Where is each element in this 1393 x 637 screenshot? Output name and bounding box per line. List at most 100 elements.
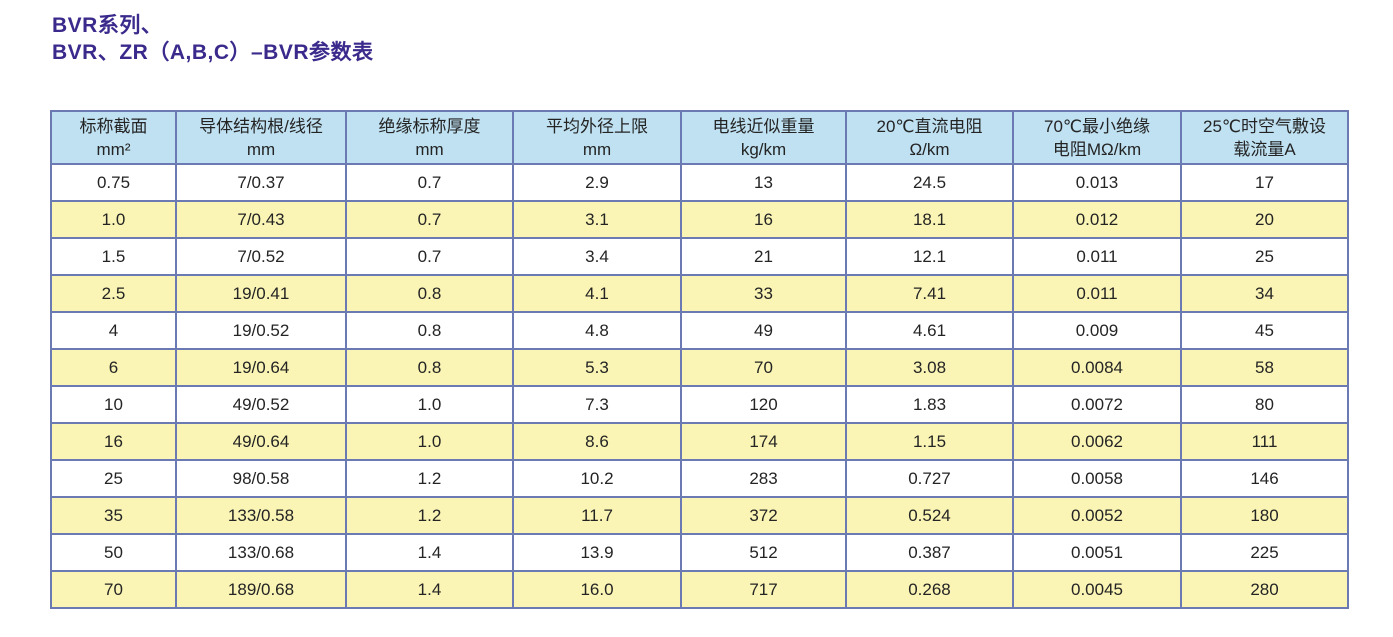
table-cell: 1.0	[345, 385, 514, 424]
table-cell: 8.6	[512, 422, 682, 461]
table-cell: 58	[1180, 348, 1349, 387]
table-cell: 1.2	[345, 496, 514, 535]
table-cell: 133/0.58	[175, 496, 347, 535]
table-cell: 1.4	[345, 533, 514, 572]
table-cell: 21	[680, 237, 847, 276]
table-cell: 7.41	[845, 274, 1014, 313]
table-cell: 0.0051	[1012, 533, 1182, 572]
table-cell: 6	[50, 348, 177, 387]
table-cell: 70	[50, 570, 177, 609]
table-cell: 11.7	[512, 496, 682, 535]
table-cell: 0.75	[50, 163, 177, 202]
table-cell: 16	[680, 200, 847, 239]
table-body: 0.75 7/0.37 0.7 2.9 13 24.5 0.013 17 1.0 7/0.43 0.…	[50, 163, 1349, 609]
table-row: 35 133/0.58 1.2 11.7 372 0.524 0.0052 180	[50, 496, 1349, 535]
table-cell: 0.0045	[1012, 570, 1182, 609]
table-cell: 280	[1180, 570, 1349, 609]
table-cell: 19/0.52	[175, 311, 347, 350]
table-cell: 146	[1180, 459, 1349, 498]
table-cell: 0.7	[345, 163, 514, 202]
table-row: 25 98/0.58 1.2 10.2 283 0.727 0.0058 146	[50, 459, 1349, 498]
table-row: 2.5 19/0.41 0.8 4.1 33 7.41 0.011 34	[50, 274, 1349, 313]
table-cell: 0.013	[1012, 163, 1182, 202]
page-title-line2: BVR、ZR（A,B,C）–BVR参数表	[52, 41, 374, 64]
table-cell: 0.387	[845, 533, 1014, 572]
table-cell: 7/0.37	[175, 163, 347, 202]
table-cell: 283	[680, 459, 847, 498]
page-title: BVR系列、 BVR、ZR（A,B,C）–BVR参数表	[52, 12, 374, 66]
bvr-parameter-table: 标称截面 mm² 导体结构根/线径 mm 绝缘标称厚度 mm 平均外径上限 mm…	[50, 110, 1349, 609]
table-cell: 0.0052	[1012, 496, 1182, 535]
table-cell: 25	[1180, 237, 1349, 276]
table-cell: 4.61	[845, 311, 1014, 350]
table-cell: 372	[680, 496, 847, 535]
table-cell: 0.009	[1012, 311, 1182, 350]
table-cell: 1.0	[345, 422, 514, 461]
table-cell: 1.5	[50, 237, 177, 276]
table-cell: 98/0.58	[175, 459, 347, 498]
table-cell: 7.3	[512, 385, 682, 424]
table-cell: 45	[1180, 311, 1349, 350]
table-row: 1.0 7/0.43 0.7 3.1 16 18.1 0.012 20	[50, 200, 1349, 239]
col-header-approx-weight: 电线近似重量 kg/km	[680, 110, 847, 165]
table-cell: 0.0084	[1012, 348, 1182, 387]
col-header-min-insulation-resistance: 70℃最小绝缘 电阻MΩ/km	[1012, 110, 1182, 165]
table-row: 6 19/0.64 0.8 5.3 70 3.08 0.0084 58	[50, 348, 1349, 387]
table-row: 50 133/0.68 1.4 13.9 512 0.387 0.0051 225	[50, 533, 1349, 572]
table-header-row: 标称截面 mm² 导体结构根/线径 mm 绝缘标称厚度 mm 平均外径上限 mm…	[50, 110, 1349, 165]
table-cell: 0.7	[345, 237, 514, 276]
table-cell: 18.1	[845, 200, 1014, 239]
col-header-current-capacity: 25℃时空气敷设 载流量A	[1180, 110, 1349, 165]
table-cell: 2.9	[512, 163, 682, 202]
table-row: 1.5 7/0.52 0.7 3.4 21 12.1 0.011 25	[50, 237, 1349, 276]
table-cell: 0.011	[1012, 274, 1182, 313]
table-cell: 0.268	[845, 570, 1014, 609]
table-cell: 13.9	[512, 533, 682, 572]
table-cell: 17	[1180, 163, 1349, 202]
table-cell: 0.0058	[1012, 459, 1182, 498]
table-cell: 4.1	[512, 274, 682, 313]
table-cell: 19/0.41	[175, 274, 347, 313]
table-cell: 1.4	[345, 570, 514, 609]
table-cell: 133/0.68	[175, 533, 347, 572]
table-cell: 80	[1180, 385, 1349, 424]
table-cell: 120	[680, 385, 847, 424]
table-cell: 174	[680, 422, 847, 461]
table-cell: 3.1	[512, 200, 682, 239]
table-cell: 25	[50, 459, 177, 498]
table-cell: 0.524	[845, 496, 1014, 535]
table-cell: 2.5	[50, 274, 177, 313]
table-cell: 24.5	[845, 163, 1014, 202]
table-cell: 180	[1180, 496, 1349, 535]
table-cell: 225	[1180, 533, 1349, 572]
table-cell: 1.15	[845, 422, 1014, 461]
table-cell: 189/0.68	[175, 570, 347, 609]
table-cell: 16	[50, 422, 177, 461]
table-cell: 1.83	[845, 385, 1014, 424]
page-title-line1: BVR系列、	[52, 14, 163, 37]
table-row: 16 49/0.64 1.0 8.6 174 1.15 0.0062 111	[50, 422, 1349, 461]
table-cell: 4	[50, 311, 177, 350]
table-cell: 20	[1180, 200, 1349, 239]
table-cell: 3.08	[845, 348, 1014, 387]
table-cell: 13	[680, 163, 847, 202]
table-cell: 10.2	[512, 459, 682, 498]
table-cell: 49/0.64	[175, 422, 347, 461]
table-cell: 0.8	[345, 311, 514, 350]
table-cell: 50	[50, 533, 177, 572]
table-cell: 49/0.52	[175, 385, 347, 424]
table-cell: 111	[1180, 422, 1349, 461]
table-row: 10 49/0.52 1.0 7.3 120 1.83 0.0072 80	[50, 385, 1349, 424]
table-cell: 0.012	[1012, 200, 1182, 239]
table-cell: 1.0	[50, 200, 177, 239]
table-cell: 4.8	[512, 311, 682, 350]
col-header-insulation-thickness: 绝缘标称厚度 mm	[345, 110, 514, 165]
table-cell: 717	[680, 570, 847, 609]
table-cell: 33	[680, 274, 847, 313]
table-cell: 0.011	[1012, 237, 1182, 276]
table-cell: 3.4	[512, 237, 682, 276]
table-cell: 10	[50, 385, 177, 424]
table-cell: 7/0.52	[175, 237, 347, 276]
col-header-conductor-structure: 导体结构根/线径 mm	[175, 110, 347, 165]
table-cell: 0.8	[345, 348, 514, 387]
